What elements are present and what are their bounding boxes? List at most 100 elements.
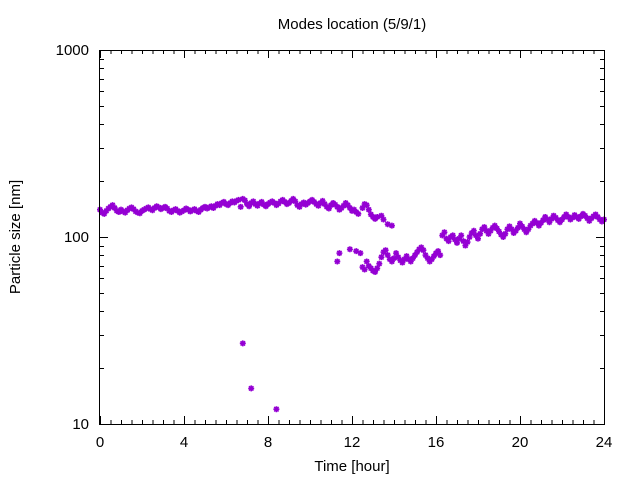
data-point xyxy=(376,260,383,267)
data-point xyxy=(296,203,303,210)
data-point xyxy=(164,205,171,212)
data-point xyxy=(424,255,431,262)
data-point xyxy=(443,235,450,242)
data-point xyxy=(359,264,366,271)
x-axis-label: Time [hour] xyxy=(314,458,389,475)
data-point xyxy=(344,202,351,209)
data-point xyxy=(149,207,156,214)
data-point xyxy=(109,202,116,209)
data-point xyxy=(451,236,458,243)
data-point xyxy=(544,216,551,223)
data-point xyxy=(504,226,511,233)
x-tick-label: 8 xyxy=(264,434,272,451)
data-point xyxy=(336,250,343,257)
data-point xyxy=(359,204,366,211)
data-point xyxy=(575,215,582,222)
data-point xyxy=(237,203,244,210)
data-point xyxy=(101,210,108,217)
data-point xyxy=(130,206,137,213)
data-point xyxy=(380,216,387,223)
x-tick-label: 20 xyxy=(512,434,529,451)
data-point xyxy=(195,209,202,216)
y-tick-label: 1000 xyxy=(56,42,89,59)
data-point xyxy=(514,224,521,231)
data-point xyxy=(399,259,406,266)
data-point xyxy=(525,226,532,233)
data-point xyxy=(241,197,248,204)
data-point xyxy=(290,195,297,202)
data-point xyxy=(540,217,547,224)
data-point xyxy=(355,210,362,217)
data-point xyxy=(365,262,372,269)
data-point xyxy=(542,213,549,220)
data-point xyxy=(485,230,492,237)
data-point xyxy=(363,202,370,209)
data-point xyxy=(582,212,589,219)
data-point xyxy=(250,198,257,205)
data-point xyxy=(466,234,473,240)
data-point xyxy=(519,223,526,230)
data-point xyxy=(569,214,576,221)
data-point xyxy=(592,211,599,218)
data-point xyxy=(401,256,408,263)
data-point xyxy=(546,219,553,226)
data-point xyxy=(340,202,347,209)
y-tick-label: 100 xyxy=(64,229,89,246)
data-point xyxy=(538,219,544,226)
data-point xyxy=(363,258,370,265)
data-point xyxy=(239,340,246,347)
data-point xyxy=(353,248,360,255)
data-point xyxy=(445,238,452,245)
data-point xyxy=(372,268,379,275)
data-point xyxy=(395,254,402,261)
data-point xyxy=(374,265,381,272)
data-point xyxy=(418,244,425,251)
data-point xyxy=(292,198,299,205)
x-tick-label: 4 xyxy=(180,434,188,451)
x-tick-label: 12 xyxy=(344,434,361,451)
data-point xyxy=(556,219,563,226)
data-point xyxy=(384,221,391,228)
data-point xyxy=(502,230,509,237)
data-point xyxy=(493,225,500,232)
data-point xyxy=(325,205,332,212)
x-tick-label: 24 xyxy=(596,434,613,451)
data-point xyxy=(470,227,477,234)
data-point xyxy=(498,231,505,238)
data-point xyxy=(517,220,523,227)
plot-frame xyxy=(99,50,605,425)
data-point xyxy=(365,206,372,213)
data-point xyxy=(472,232,479,239)
data-point xyxy=(584,215,591,222)
data-point xyxy=(361,266,368,273)
data-point xyxy=(273,406,280,413)
data-point xyxy=(449,232,456,239)
data-point xyxy=(441,229,448,236)
data-point xyxy=(529,220,536,227)
data-point xyxy=(403,253,410,260)
y-tick-label: 10 xyxy=(72,416,89,433)
x-tick-label: 16 xyxy=(428,434,445,451)
data-point xyxy=(367,265,374,272)
data-point xyxy=(122,209,129,216)
data-point xyxy=(552,214,559,221)
data-point xyxy=(481,224,488,231)
data-point xyxy=(500,234,507,240)
x-axis: 0 4 8 12 16 20 24 xyxy=(96,50,613,451)
data-point xyxy=(548,215,555,222)
data-point xyxy=(521,226,528,233)
data-point xyxy=(334,203,341,210)
data-point xyxy=(594,213,601,220)
data-point xyxy=(103,207,110,214)
data-point xyxy=(235,196,242,203)
data-point xyxy=(428,256,435,263)
data-point xyxy=(491,222,498,229)
data-point xyxy=(258,198,265,205)
data-point xyxy=(420,247,427,254)
data-point xyxy=(439,232,446,239)
data-point xyxy=(496,228,502,235)
data-point xyxy=(559,216,565,223)
data-point xyxy=(246,203,253,210)
data-point xyxy=(563,211,570,218)
